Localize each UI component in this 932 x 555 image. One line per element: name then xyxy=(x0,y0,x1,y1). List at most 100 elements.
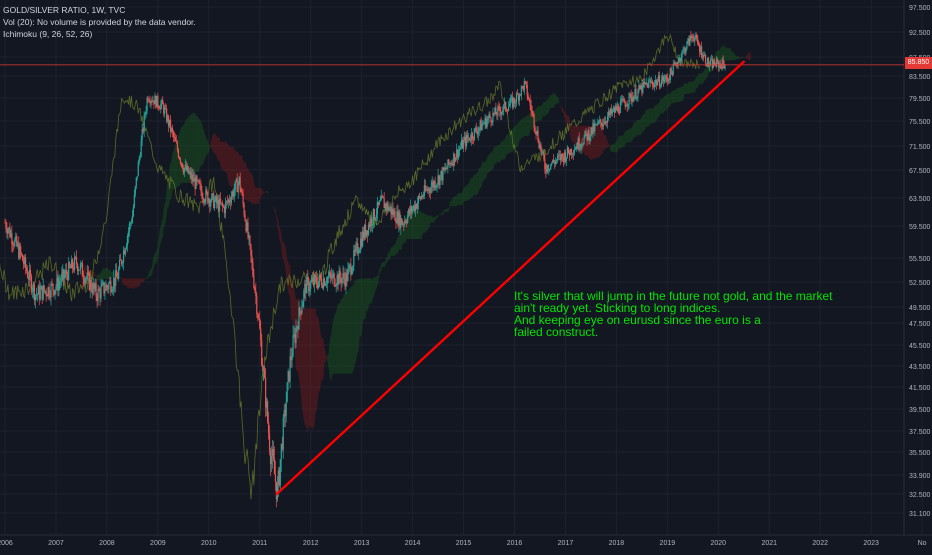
candle-body xyxy=(566,157,567,161)
candle-body xyxy=(628,104,629,106)
candle-body xyxy=(48,287,49,296)
candle-body xyxy=(148,101,149,102)
ichimoku-cloud-segment xyxy=(318,317,319,403)
ichimoku-cloud-segment xyxy=(474,174,475,195)
ichimoku-cloud-segment xyxy=(473,174,474,195)
candle-body xyxy=(144,115,145,131)
ichimoku-cloud-segment xyxy=(250,172,251,202)
candle-body xyxy=(118,269,119,279)
candle-body xyxy=(173,132,174,137)
candle-body xyxy=(537,131,538,142)
candle-body xyxy=(242,192,243,194)
candle-body xyxy=(612,111,613,114)
x-tick-label: 2011 xyxy=(252,540,267,547)
ichimoku-cloud-segment xyxy=(736,56,737,59)
ichimoku-cloud-segment xyxy=(320,333,321,387)
ichimoku-cloud-segment xyxy=(246,163,247,200)
ichimoku-cloud-segment xyxy=(162,219,163,239)
ichimoku-cloud-segment xyxy=(211,139,212,149)
candle-body xyxy=(540,145,541,153)
candle-body xyxy=(134,194,135,207)
ichimoku-cloud-segment xyxy=(456,196,457,206)
ichimoku-cloud-segment xyxy=(484,162,485,179)
candle-body xyxy=(30,270,31,276)
ichimoku-cloud-segment xyxy=(279,227,280,242)
candle-body xyxy=(382,196,383,197)
y-tick-label: 49.500 xyxy=(909,305,931,312)
ichimoku-cloud-segment xyxy=(425,214,426,233)
ichimoku-cloud-segment xyxy=(126,278,127,288)
candle-body xyxy=(66,270,67,274)
candle-body xyxy=(129,224,130,231)
ichimoku-cloud-segment xyxy=(536,108,537,122)
candle-body xyxy=(436,186,437,188)
ichimoku-cloud-segment xyxy=(166,188,167,223)
candle-body xyxy=(681,51,682,57)
candle-body xyxy=(184,168,185,173)
ichimoku-cloud-segment xyxy=(468,181,469,199)
ichimoku-cloud-segment xyxy=(747,54,748,59)
ichimoku-cloud-segment xyxy=(213,133,214,153)
chart-annotation[interactable]: It's silver that will jump in the future… xyxy=(514,290,854,338)
candle-body xyxy=(211,194,212,201)
ichimoku-cloud-segment xyxy=(380,265,381,273)
ichimoku-cloud-segment xyxy=(258,188,259,204)
ichimoku-cloud-segment xyxy=(499,144,500,162)
ichimoku-cloud-segment xyxy=(285,246,286,276)
ichimoku-cloud-segment xyxy=(428,215,429,229)
ichimoku-cloud-segment xyxy=(551,95,552,108)
candle-body xyxy=(515,103,516,104)
ichimoku-cloud-segment xyxy=(638,120,639,135)
ichimoku-cloud-segment xyxy=(219,138,220,162)
ichimoku-cloud-segment xyxy=(441,213,442,215)
candle-body xyxy=(501,112,502,115)
candle-body xyxy=(334,273,335,285)
candle-body xyxy=(307,277,308,279)
candle-body xyxy=(204,201,205,202)
ichimoku-cloud-segment xyxy=(131,278,132,287)
candle-body xyxy=(484,123,485,124)
ichimoku-cloud-segment xyxy=(431,215,432,222)
ichimoku-cloud-segment xyxy=(459,193,460,205)
ichimoku-cloud-segment xyxy=(737,56,738,59)
ichimoku-cloud-segment xyxy=(356,279,357,363)
candle-body xyxy=(251,256,252,263)
candle-body xyxy=(96,283,97,296)
y-tick-label: 33.900 xyxy=(909,473,931,480)
candle-body xyxy=(580,148,581,149)
ichimoku-cloud-segment xyxy=(361,278,362,336)
ichimoku-cloud-segment xyxy=(210,143,211,148)
ichimoku-cloud-segment xyxy=(458,193,459,205)
ichimoku-cloud-segment xyxy=(129,278,130,288)
ichimoku-cloud-segment xyxy=(471,178,472,198)
ichimoku-cloud-segment xyxy=(400,233,401,249)
candle-body xyxy=(98,289,99,291)
ichimoku-cloud-segment xyxy=(130,278,131,288)
candle-body xyxy=(176,141,177,143)
ichimoku-cloud-segment xyxy=(223,142,224,171)
ichimoku-cloud-segment xyxy=(362,278,363,334)
ichimoku-cloud-segment xyxy=(719,49,720,61)
candle-body xyxy=(242,194,243,204)
candle-body xyxy=(562,154,563,156)
ichimoku-cloud-segment xyxy=(525,117,526,136)
ichimoku-cloud-segment xyxy=(134,278,135,288)
ichimoku-cloud-segment xyxy=(739,57,740,59)
candle-body xyxy=(138,162,139,176)
candle-body xyxy=(91,280,92,290)
candle-body xyxy=(202,198,203,199)
candle-body xyxy=(326,284,327,285)
ichimoku-cloud-segment xyxy=(264,192,265,194)
ichimoku-cloud-segment xyxy=(302,308,303,413)
ichimoku-cloud-segment xyxy=(128,278,129,288)
ichimoku-cloud-segment xyxy=(652,108,653,123)
ichimoku-cloud-segment xyxy=(702,73,703,84)
ichimoku-cloud-segment xyxy=(446,209,447,212)
ichimoku-cloud-segment xyxy=(548,99,549,113)
ichimoku-cloud-segment xyxy=(646,109,647,127)
candle-body xyxy=(503,105,504,111)
ichimoku-cloud-segment xyxy=(253,177,254,204)
candle-body xyxy=(352,266,353,272)
